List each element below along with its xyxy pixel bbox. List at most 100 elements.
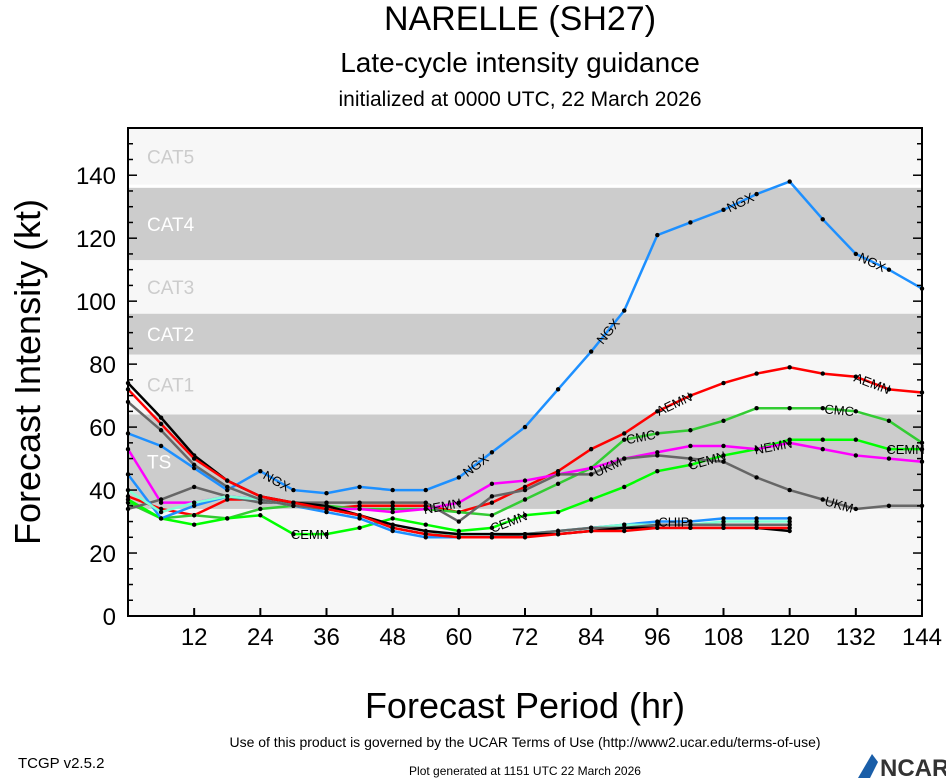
- data-point: [456, 475, 462, 480]
- series-ngx: [125, 179, 925, 496]
- x-tick-label: 72: [512, 624, 539, 651]
- data-point: [820, 497, 825, 502]
- y-tick-label: 100: [76, 289, 116, 316]
- data-point: [357, 513, 362, 518]
- data-point: [787, 440, 792, 446]
- series-label: CMC: [824, 401, 855, 419]
- generated-time: Plot generated at 1151 UTC 22 March 2026: [409, 764, 641, 778]
- band-ts: [128, 414, 922, 509]
- data-point: [555, 468, 561, 474]
- data-point: [489, 531, 495, 537]
- data-point: [754, 516, 759, 521]
- data-point: [721, 459, 726, 464]
- data-point: [258, 497, 263, 502]
- data-point: [258, 506, 263, 512]
- data-point: [390, 509, 395, 515]
- data-point: [258, 500, 263, 505]
- x-tick-label: 48: [379, 624, 406, 651]
- data-point: [191, 513, 197, 518]
- data-point: [688, 220, 693, 225]
- series-label: CMC: [625, 427, 657, 447]
- data-point: [324, 500, 329, 505]
- data-point: [622, 522, 627, 527]
- data-point: [423, 506, 428, 512]
- data-point: [291, 487, 296, 493]
- version-label: TCGP v2.5.2: [18, 755, 104, 772]
- data-point: [555, 472, 561, 477]
- data-point: [291, 503, 296, 509]
- data-point: [456, 528, 462, 534]
- data-point: [456, 500, 462, 505]
- data-point: [258, 494, 263, 499]
- x-tick-label: 12: [181, 624, 208, 651]
- data-point: [225, 516, 230, 521]
- data-point: [787, 525, 792, 531]
- x-tick-label: 24: [247, 624, 274, 651]
- data-point: [787, 437, 792, 442]
- data-point: [622, 437, 627, 442]
- data-point: [853, 409, 859, 414]
- data-point: [390, 528, 395, 534]
- data-point: [688, 519, 693, 524]
- data-point: [555, 509, 561, 515]
- data-point: [622, 525, 627, 531]
- data-point: [522, 424, 528, 430]
- data-point: [721, 525, 726, 531]
- data-point: [754, 446, 759, 452]
- data-point: [688, 525, 693, 531]
- data-point: [456, 519, 462, 524]
- data-point: [522, 535, 528, 540]
- data-point: [191, 484, 197, 490]
- data-point: [191, 503, 197, 509]
- data-point: [721, 516, 726, 521]
- x-tick-label: 96: [644, 624, 671, 651]
- data-point: [688, 443, 693, 449]
- data-point: [390, 500, 395, 505]
- series-label: CHIP: [658, 515, 689, 530]
- data-point: [324, 509, 329, 515]
- data-point: [489, 513, 495, 518]
- x-tick-label: 120: [770, 624, 810, 651]
- data-point: [489, 535, 495, 540]
- data-point: [158, 516, 164, 521]
- band-label: CAT2: [147, 325, 194, 346]
- data-point: [754, 191, 759, 197]
- data-point: [390, 487, 395, 493]
- data-point: [588, 446, 594, 452]
- data-point: [787, 528, 792, 534]
- band-cat5: [128, 128, 922, 185]
- x-axis-label: Forecast Period (hr): [365, 685, 685, 726]
- x-tick-label: 84: [578, 624, 605, 651]
- data-point: [622, 484, 627, 490]
- data-point: [423, 487, 428, 493]
- data-point: [754, 525, 759, 531]
- data-point: [324, 491, 329, 496]
- data-point: [390, 506, 395, 512]
- data-point: [820, 371, 825, 376]
- band-label: CAT5: [147, 147, 194, 168]
- data-point: [787, 179, 792, 184]
- data-point: [588, 465, 594, 471]
- data-point: [622, 456, 627, 461]
- data-point: [324, 503, 329, 509]
- data-point: [655, 522, 660, 527]
- data-point: [324, 531, 329, 537]
- data-point: [787, 522, 792, 527]
- data-point: [588, 497, 594, 502]
- band-label: CAT1: [147, 376, 194, 397]
- data-point: [688, 393, 693, 398]
- ncar-logo: NCAR: [858, 754, 946, 780]
- x-tick-label: 144: [902, 624, 942, 651]
- data-point: [225, 494, 230, 499]
- data-point: [655, 468, 660, 474]
- y-tick-label: 120: [76, 226, 116, 253]
- data-point: [522, 513, 528, 518]
- data-point: [787, 365, 792, 370]
- data-point: [357, 525, 362, 531]
- data-point: [820, 217, 825, 222]
- data-point: [721, 380, 726, 386]
- data-point: [721, 522, 726, 527]
- data-point: [357, 506, 362, 512]
- data-point: [754, 519, 759, 524]
- data-point: [324, 506, 329, 512]
